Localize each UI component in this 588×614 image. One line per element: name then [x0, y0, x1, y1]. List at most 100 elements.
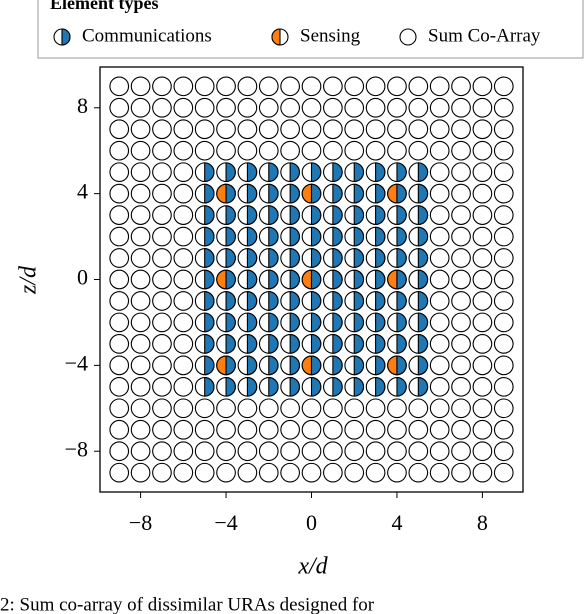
- point: [472, 291, 493, 311]
- point: [268, 291, 279, 311]
- point: [130, 205, 151, 225]
- point: [109, 205, 130, 225]
- point: [280, 119, 300, 140]
- point: [225, 291, 236, 311]
- point: [451, 419, 471, 440]
- point: [280, 441, 300, 462]
- point: [493, 269, 514, 290]
- point: [353, 376, 365, 397]
- point: [472, 162, 493, 183]
- point: [353, 269, 365, 290]
- point: [152, 398, 172, 419]
- point: [344, 119, 365, 140]
- point: [152, 205, 172, 225]
- point: [493, 355, 514, 376]
- point: [332, 226, 343, 247]
- point: [387, 183, 398, 204]
- point: [204, 205, 215, 225]
- point: [323, 119, 343, 140]
- point: [387, 398, 407, 419]
- point: [280, 76, 300, 97]
- point: [417, 205, 429, 225]
- point: [417, 226, 429, 247]
- point: [323, 441, 343, 462]
- point: [225, 248, 236, 268]
- x-tick-label: 0: [306, 510, 317, 535]
- legend-label: Sensing: [300, 25, 361, 46]
- point: [408, 419, 429, 440]
- point: [258, 462, 279, 483]
- point: [417, 355, 429, 376]
- point: [204, 334, 215, 354]
- point: [472, 376, 493, 397]
- point: [429, 376, 450, 397]
- legend-label: Sum Co-Array: [428, 25, 541, 46]
- point: [152, 248, 172, 268]
- point: [130, 355, 151, 376]
- point: [417, 248, 429, 268]
- point: [396, 162, 407, 183]
- point: [246, 205, 258, 225]
- point: [408, 97, 429, 118]
- point: [310, 162, 322, 183]
- point: [194, 140, 215, 161]
- point: [301, 269, 313, 290]
- point: [301, 76, 322, 97]
- point: [301, 419, 322, 440]
- point: [194, 97, 215, 118]
- point: [365, 76, 386, 97]
- point: [268, 376, 279, 397]
- point: [289, 312, 300, 333]
- point: [429, 334, 450, 354]
- point: [237, 419, 258, 440]
- point: [365, 398, 386, 419]
- point: [152, 334, 172, 354]
- point: [451, 334, 471, 354]
- point: [396, 183, 407, 204]
- point: [365, 419, 386, 440]
- point: [451, 183, 471, 204]
- point: [152, 269, 172, 290]
- point: [451, 355, 471, 376]
- point: [408, 398, 429, 419]
- point: [173, 226, 194, 247]
- point: [258, 119, 279, 140]
- point: [237, 441, 258, 462]
- point: [472, 205, 493, 225]
- point: [204, 355, 215, 376]
- point: [310, 355, 322, 376]
- point: [280, 419, 300, 440]
- legend-marker-outline: [399, 28, 417, 46]
- point: [387, 462, 407, 483]
- point: [472, 419, 493, 440]
- point: [204, 162, 215, 183]
- point: [216, 269, 227, 290]
- point: [408, 76, 429, 97]
- point: [173, 76, 194, 97]
- point: [387, 140, 407, 161]
- point: [246, 162, 258, 183]
- point: [472, 140, 493, 161]
- point: [375, 291, 386, 311]
- point: [493, 226, 514, 247]
- point: [301, 183, 313, 204]
- point: [310, 226, 322, 247]
- point: [130, 226, 151, 247]
- point: [387, 355, 398, 376]
- point: [130, 248, 151, 268]
- point: [173, 398, 194, 419]
- point: [353, 226, 365, 247]
- point: [268, 269, 279, 290]
- point: [152, 462, 172, 483]
- point: [194, 398, 215, 419]
- point: [225, 226, 236, 247]
- point: [451, 97, 471, 118]
- point: [216, 462, 236, 483]
- point: [493, 312, 514, 333]
- point: [246, 312, 258, 333]
- point: [429, 398, 450, 419]
- point: [451, 312, 471, 333]
- caption: 2: Sum co-array of dissimilar URAs desig…: [0, 594, 375, 614]
- x-tick-label: −4: [214, 510, 237, 535]
- point: [353, 248, 365, 268]
